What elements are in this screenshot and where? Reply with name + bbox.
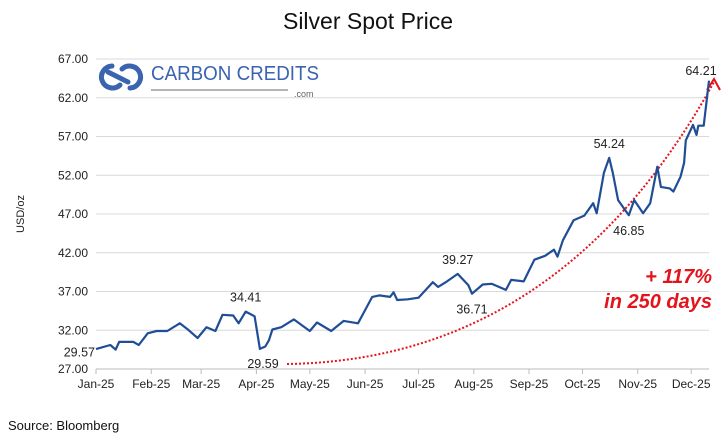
annotation-percent: + 117% (645, 266, 712, 288)
data-label: 34.41 (230, 291, 261, 305)
data-label: 29.57 (64, 346, 95, 360)
y-tick-label: 62.00 (58, 91, 88, 105)
x-tick-labels: Jan-25 Feb-25 Mar-25 Apr-25 May-25 Jun-25 Jul-… (78, 377, 711, 391)
chart-title: Silver Spot Price (283, 8, 453, 34)
x-tick-label: Jan-25 (78, 377, 115, 391)
logo: CARBON CREDITS .com (99, 63, 319, 99)
x-tick-label: Dec-25 (672, 377, 711, 391)
x-tick-label: Jul-25 (402, 377, 435, 391)
logo-text: CARBON CREDITS (151, 63, 319, 85)
logo-suffix: .com (294, 89, 314, 99)
data-label: 29.59 (247, 357, 278, 371)
x-tick-label: Jun-25 (347, 377, 384, 391)
y-tick-label: 47.00 (58, 207, 88, 221)
y-tick-label: 57.00 (58, 130, 88, 144)
data-label: 39.27 (442, 253, 473, 267)
y-tick-label: 42.00 (58, 246, 88, 260)
y-tick-label: 52.00 (58, 168, 88, 182)
y-axis-label: USD/oz (15, 195, 27, 233)
gridlines (95, 58, 709, 374)
y-tick-label: 32.00 (58, 323, 88, 337)
y-tick-label: 37.00 (58, 285, 88, 299)
y-tick-label: 27.00 (58, 362, 88, 376)
x-tick-label: Sep-25 (510, 377, 549, 391)
data-label: 54.24 (594, 137, 625, 151)
x-tick-label: Feb-25 (132, 377, 170, 391)
x-tick-label: Mar-25 (182, 377, 220, 391)
x-tick-label: Aug-25 (454, 377, 493, 391)
x-tick-label: May-25 (290, 377, 330, 391)
annotation-duration: in 250 days (604, 291, 712, 313)
logo-mark-icon (99, 63, 143, 91)
data-label: 36.71 (456, 303, 487, 317)
source-note: Source: Bloomberg (8, 418, 119, 433)
growth-arrow (286, 81, 715, 365)
data-label: 64.21 (685, 64, 716, 78)
data-label: 46.85 (613, 224, 644, 238)
y-tick-label: 67.00 (58, 52, 88, 66)
data-labels: 29.57 34.41 29.59 39.27 36.71 54.24 46.85 64.21 (64, 64, 717, 371)
x-tick-label: Apr-25 (238, 377, 274, 391)
y-tick-labels: 27.00 32.00 37.00 42.00 47.00 52.00 57.00 62.00… (58, 52, 88, 376)
x-tick-label: Oct-25 (564, 377, 600, 391)
x-tick-label: Nov-25 (618, 377, 657, 391)
series-line (95, 80, 711, 351)
